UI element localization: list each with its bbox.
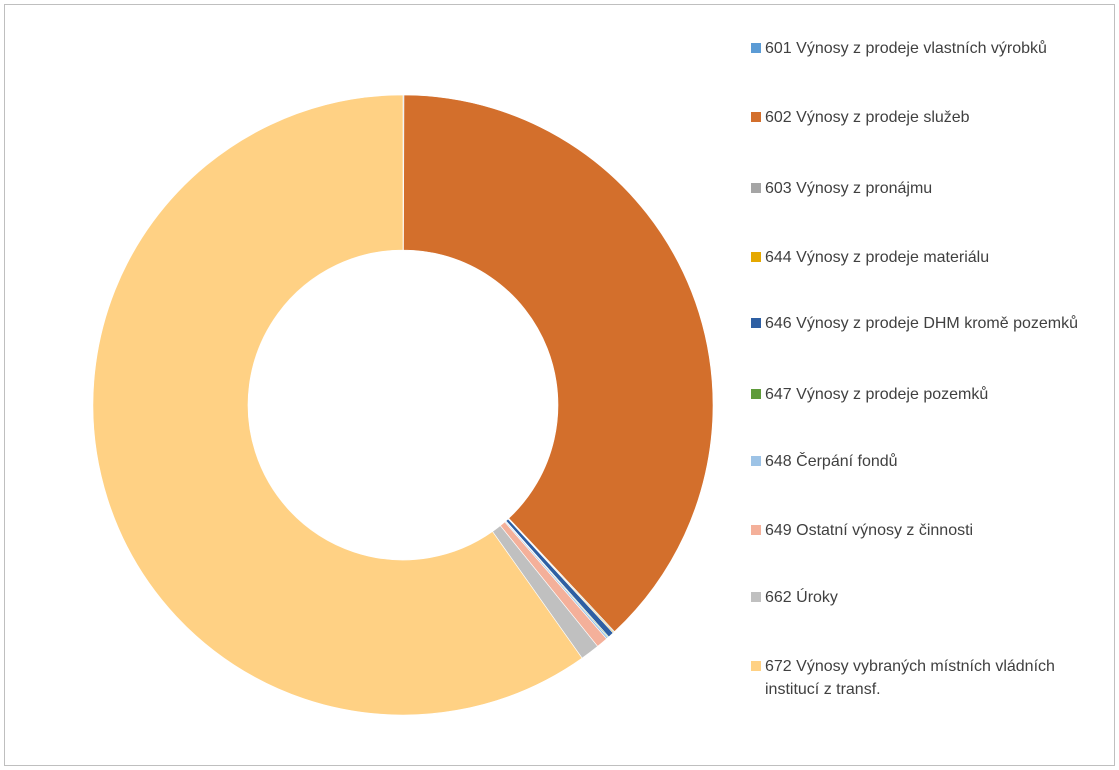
legend-item-6: 648 Čerpání fondů (751, 450, 1111, 473)
legend-label: 644 Výnosy z prodeje materiálu (765, 249, 990, 266)
legend-item-1: 602 Výnosy z prodeje služeb (751, 106, 1111, 129)
legend-swatch (751, 592, 761, 602)
legend-label: 662 Úroky (765, 589, 838, 606)
legend-item-3: 644 Výnosy z prodeje materiálu (751, 246, 1111, 269)
legend-item-2: 603 Výnosy z pronájmu (751, 177, 1111, 200)
legend-swatch (751, 525, 761, 535)
legend-swatch (751, 183, 761, 193)
legend-swatch (751, 389, 761, 399)
donut-chart (92, 94, 714, 716)
legend-label: 603 Výnosy z pronájmu (765, 180, 933, 197)
legend-swatch (751, 661, 761, 671)
legend-label: 648 Čerpání fondů (765, 453, 898, 470)
legend-item-4: 646 Výnosy z prodeje DHM kromě pozemků (751, 312, 1111, 335)
donut-slice-9 (92, 94, 583, 716)
legend-label: 672 Výnosy vybraných místních vládních i… (765, 658, 1055, 698)
legend-item-5: 647 Výnosy z prodeje pozemků (751, 383, 1111, 406)
legend-label: 602 Výnosy z prodeje služeb (765, 109, 970, 126)
legend-swatch (751, 43, 761, 53)
legend-item-7: 649 Ostatní výnosy z činnosti (751, 519, 1111, 542)
legend-swatch (751, 318, 761, 328)
legend-label: 646 Výnosy z prodeje DHM kromě pozemků (765, 315, 1079, 332)
legend-item-8: 662 Úroky (751, 586, 1111, 609)
donut-slice-1 (403, 94, 714, 633)
legend-label: 647 Výnosy z prodeje pozemků (765, 386, 989, 403)
legend-label: 601 Výnosy z prodeje vlastních výrobků (765, 40, 1047, 57)
chart-area: 601 Výnosy z prodeje vlastních výrobků 60… (4, 4, 1115, 766)
legend-item-0: 601 Výnosy z prodeje vlastních výrobků (751, 37, 1111, 60)
legend-label: 649 Ostatní výnosy z činnosti (765, 522, 974, 539)
legend-swatch (751, 252, 761, 262)
legend-swatch (751, 112, 761, 122)
legend-item-9: 672 Výnosy vybraných místních vládních i… (751, 655, 1111, 701)
legend-swatch (751, 456, 761, 466)
